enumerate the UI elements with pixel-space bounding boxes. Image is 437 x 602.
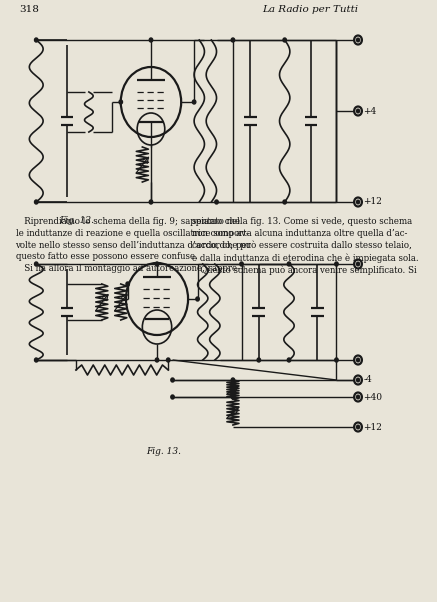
Text: +12: +12	[363, 423, 382, 432]
Circle shape	[335, 262, 338, 266]
Text: Riprendiamo lo schema della fig. 9; sappiamo che
le induttanze di reazione e que: Riprendiamo lo schema della fig. 9; sapp…	[16, 217, 251, 273]
Circle shape	[287, 262, 291, 266]
Circle shape	[357, 395, 360, 399]
Circle shape	[155, 358, 159, 362]
Circle shape	[231, 395, 235, 399]
Circle shape	[357, 358, 360, 362]
Circle shape	[335, 358, 338, 362]
Circle shape	[231, 378, 235, 382]
Circle shape	[166, 358, 170, 362]
Text: +40: +40	[363, 393, 382, 402]
Circle shape	[240, 262, 243, 266]
Circle shape	[357, 378, 360, 382]
Circle shape	[171, 378, 174, 382]
Circle shape	[357, 38, 360, 42]
Circle shape	[192, 100, 196, 104]
Circle shape	[283, 38, 286, 42]
Text: +4: +4	[363, 107, 376, 116]
Circle shape	[257, 358, 260, 362]
Circle shape	[287, 358, 291, 362]
Text: -4: -4	[363, 376, 372, 385]
Circle shape	[196, 297, 199, 301]
Text: La Radio per Tutti: La Radio per Tutti	[262, 5, 358, 14]
Circle shape	[357, 262, 360, 266]
Text: Fig. 13.: Fig. 13.	[146, 447, 181, 456]
Text: +12: +12	[363, 197, 382, 206]
Circle shape	[357, 109, 360, 113]
Circle shape	[231, 38, 235, 42]
Circle shape	[35, 200, 38, 204]
Circle shape	[357, 425, 360, 429]
Circle shape	[171, 395, 174, 399]
Circle shape	[357, 200, 360, 204]
Circle shape	[35, 38, 38, 42]
Circle shape	[126, 282, 129, 286]
Circle shape	[35, 262, 38, 266]
Text: sentato nella fig. 13. Come si vede, questo schema
non comporta alcuna induttanz: sentato nella fig. 13. Come si vede, que…	[191, 217, 418, 275]
Circle shape	[215, 200, 218, 204]
Circle shape	[149, 200, 153, 204]
Circle shape	[119, 100, 122, 104]
Circle shape	[35, 358, 38, 362]
Text: 318: 318	[19, 5, 39, 14]
Circle shape	[155, 262, 159, 266]
Circle shape	[283, 200, 286, 204]
Text: Fig. 12.: Fig. 12.	[59, 216, 94, 225]
Circle shape	[149, 38, 153, 42]
